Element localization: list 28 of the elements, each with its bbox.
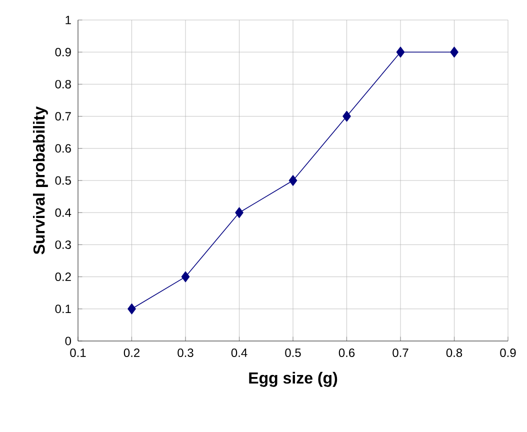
x-tick-label: 0.9 bbox=[500, 348, 516, 358]
x-axis-title: Egg size (g) bbox=[249, 372, 338, 387]
y-tick-label: 0 bbox=[65, 336, 72, 346]
point bbox=[342, 110, 351, 122]
y-axis-title: Survival probability bbox=[33, 106, 48, 254]
x-tick-label: 0.8 bbox=[446, 348, 462, 358]
x-tick-label: 0.3 bbox=[178, 348, 194, 358]
x-tick-label: 0.7 bbox=[392, 348, 408, 358]
y-tick-label: 0.9 bbox=[55, 48, 71, 56]
y-tick-label: 0.4 bbox=[55, 208, 72, 217]
x-tick-label: 0.2 bbox=[124, 348, 140, 358]
point bbox=[450, 46, 458, 58]
y-tick-label: 0.7 bbox=[55, 112, 71, 121]
x-tick-label: 0.6 bbox=[338, 348, 355, 358]
y-tick-label: 0.5 bbox=[55, 176, 71, 185]
point bbox=[396, 46, 405, 58]
y-tick-label: 0.3 bbox=[55, 240, 71, 249]
y-tick-label: 0.2 bbox=[55, 272, 71, 282]
x-tick-label: 0.5 bbox=[285, 348, 301, 358]
y-tick-label: 0.6 bbox=[55, 144, 71, 153]
point bbox=[181, 271, 190, 282]
point bbox=[128, 304, 136, 314]
point bbox=[288, 175, 298, 186]
y-tick-label: 0.1 bbox=[55, 304, 71, 314]
point bbox=[235, 207, 244, 218]
x-tick-label: 0.4 bbox=[231, 348, 248, 358]
y-tick-label: 0.8 bbox=[55, 80, 71, 88]
y-tick-label: 1 bbox=[66, 16, 71, 24]
